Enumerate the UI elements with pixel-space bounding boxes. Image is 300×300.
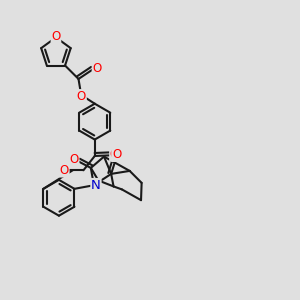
- Text: O: O: [51, 30, 61, 43]
- Text: N: N: [91, 179, 101, 192]
- Text: O: O: [110, 148, 119, 161]
- Text: O: O: [92, 62, 102, 75]
- Text: O: O: [112, 148, 121, 161]
- Text: O: O: [60, 164, 69, 177]
- Text: O: O: [70, 153, 79, 167]
- Text: O: O: [77, 90, 86, 103]
